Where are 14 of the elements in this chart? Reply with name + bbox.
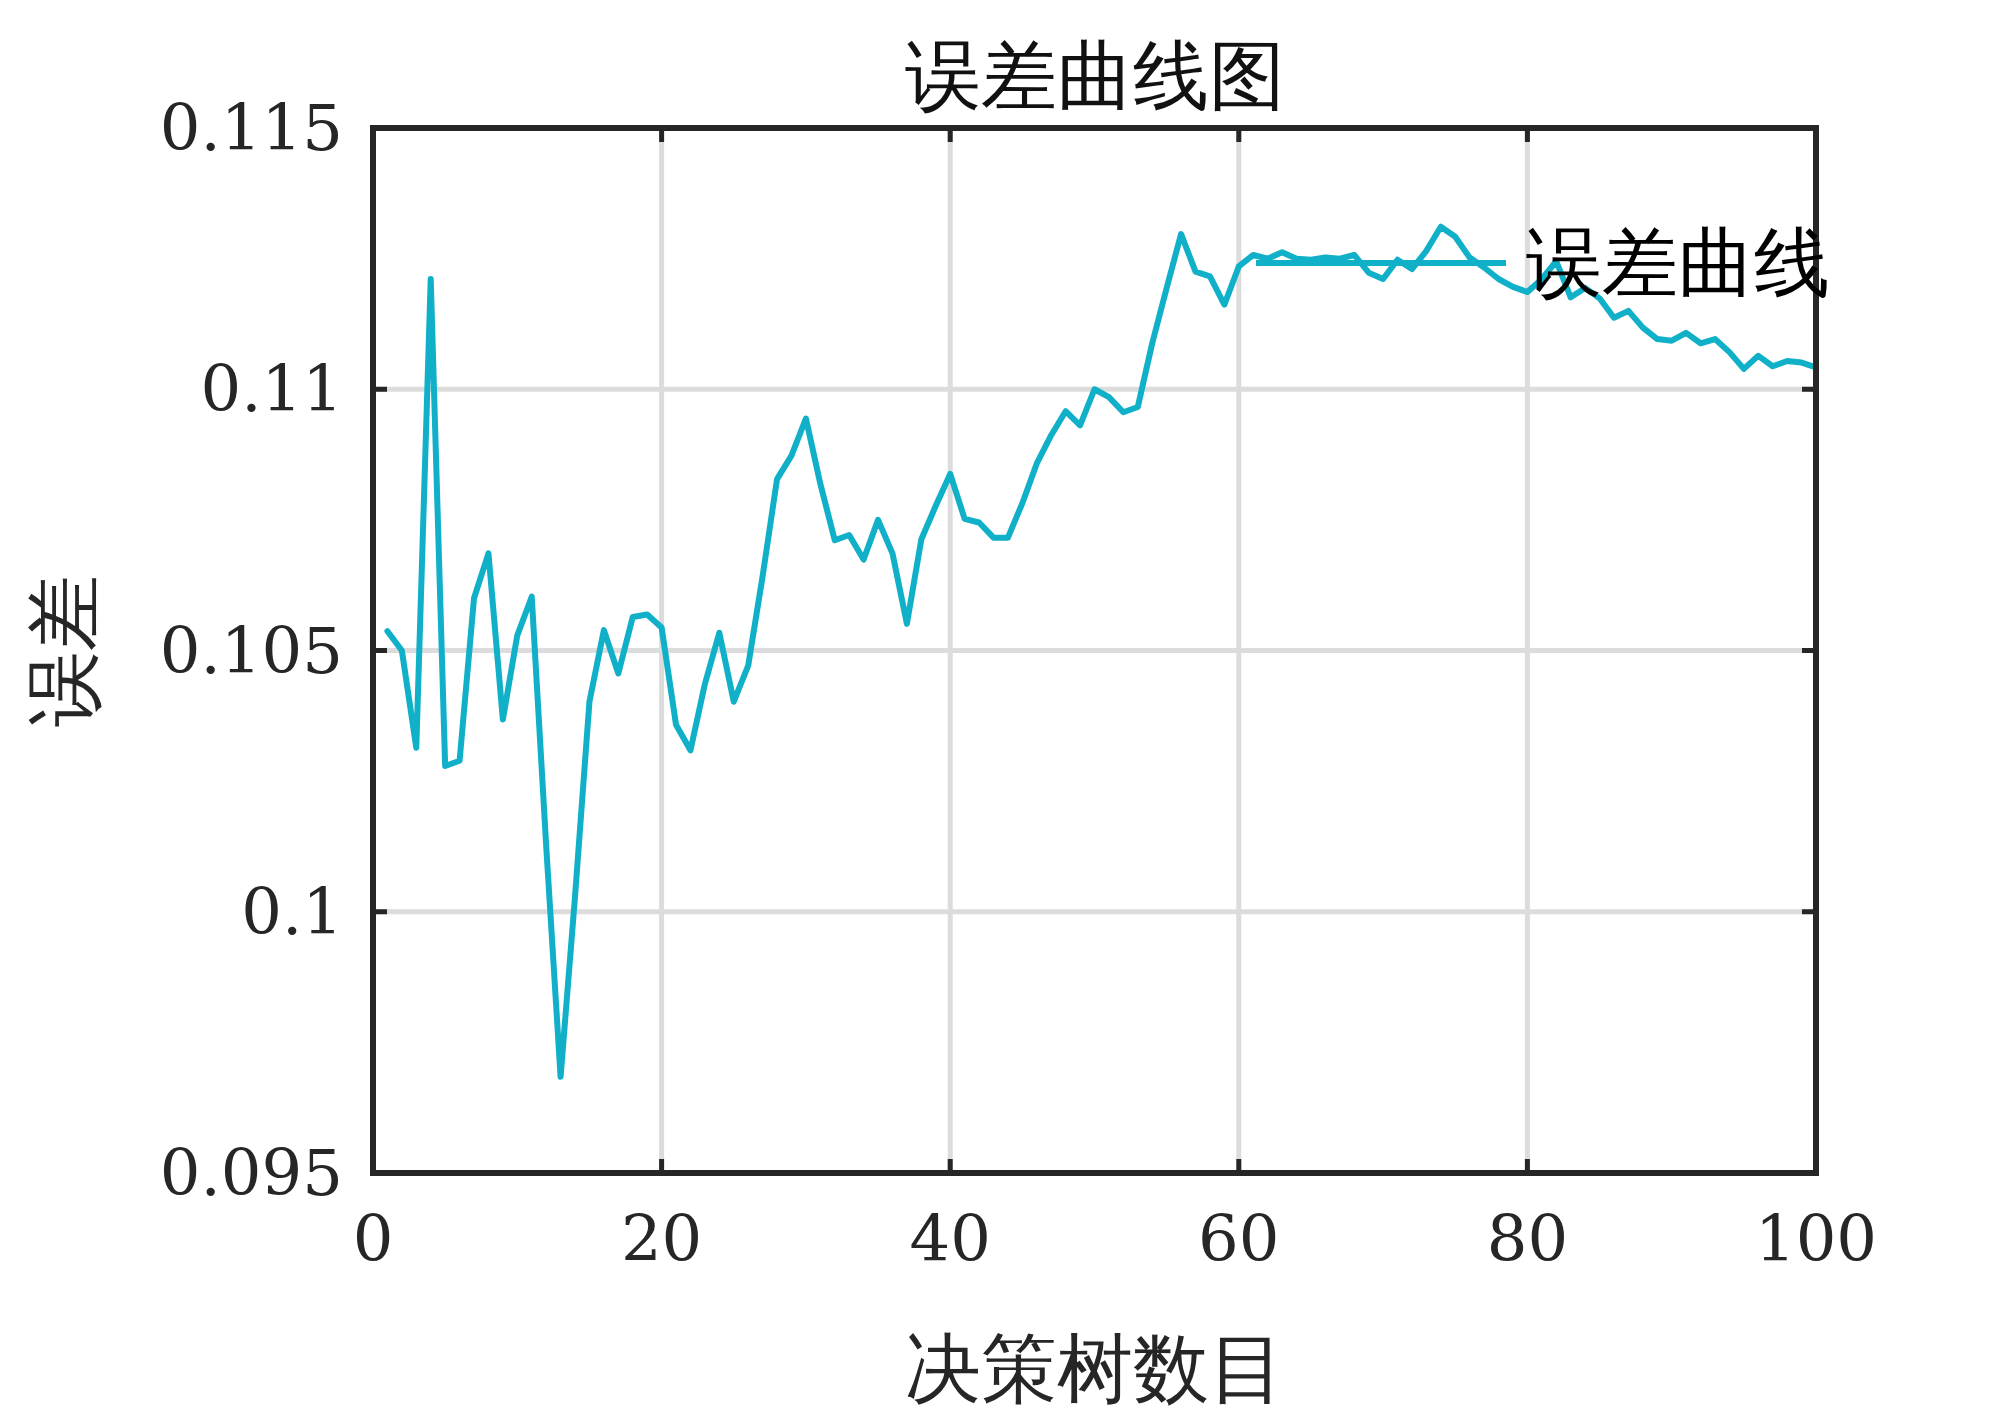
x-tick-label: 60 [1198, 1202, 1280, 1276]
x-tick-label: 100 [1754, 1202, 1878, 1276]
x-tick-label: 20 [620, 1202, 703, 1276]
y-tick-label: 0.105 [159, 613, 343, 688]
x-tick-label: 0 [352, 1202, 394, 1276]
x-tick-label: 40 [909, 1202, 991, 1276]
chart-title: 误差曲线图 [904, 31, 1285, 120]
y-tick-label: 0.1 [241, 874, 343, 949]
x-tick-label: 80 [1486, 1202, 1569, 1276]
y-tick-label: 0.11 [200, 352, 343, 427]
y-tick-label: 0.095 [159, 1136, 343, 1210]
x-axis-title: 决策树数目 [904, 1324, 1285, 1413]
y-tick-label: 0.115 [159, 91, 343, 165]
y-axis-title: 误差 [19, 574, 108, 727]
